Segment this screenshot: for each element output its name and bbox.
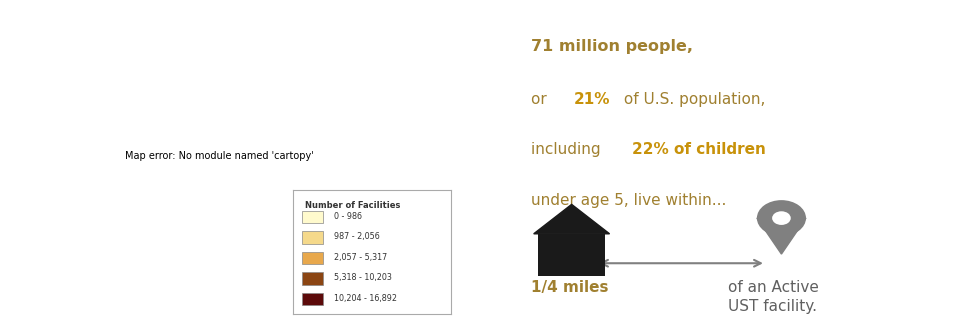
Polygon shape xyxy=(534,204,610,234)
Text: 1/4 miles: 1/4 miles xyxy=(532,280,609,295)
Text: Map error: No module named 'cartopy': Map error: No module named 'cartopy' xyxy=(125,151,314,161)
Text: 10,204 - 16,892: 10,204 - 16,892 xyxy=(334,294,397,303)
Bar xyxy=(302,272,323,285)
Text: 5,318 - 10,203: 5,318 - 10,203 xyxy=(334,273,392,283)
Text: of an Active
UST facility.: of an Active UST facility. xyxy=(728,280,819,314)
Bar xyxy=(302,252,323,264)
Text: 2,057 - 5,317: 2,057 - 5,317 xyxy=(334,253,387,262)
Text: 0 - 986: 0 - 986 xyxy=(334,212,362,221)
Text: including: including xyxy=(532,142,606,157)
Text: 21%: 21% xyxy=(574,92,611,107)
Bar xyxy=(302,231,323,244)
Bar xyxy=(302,211,323,223)
Text: 987 - 2,056: 987 - 2,056 xyxy=(334,232,380,241)
Text: of U.S. population,: of U.S. population, xyxy=(618,92,765,107)
Text: or: or xyxy=(532,92,552,107)
Bar xyxy=(302,293,323,305)
Circle shape xyxy=(756,200,806,236)
Text: Number of Facilities: Number of Facilities xyxy=(305,201,401,210)
Text: 22% of children: 22% of children xyxy=(632,142,766,157)
Circle shape xyxy=(772,211,791,225)
Text: 71 million people,: 71 million people, xyxy=(532,39,693,54)
Text: under age 5, live within...: under age 5, live within... xyxy=(532,193,727,208)
Bar xyxy=(539,234,605,276)
Polygon shape xyxy=(756,218,806,254)
